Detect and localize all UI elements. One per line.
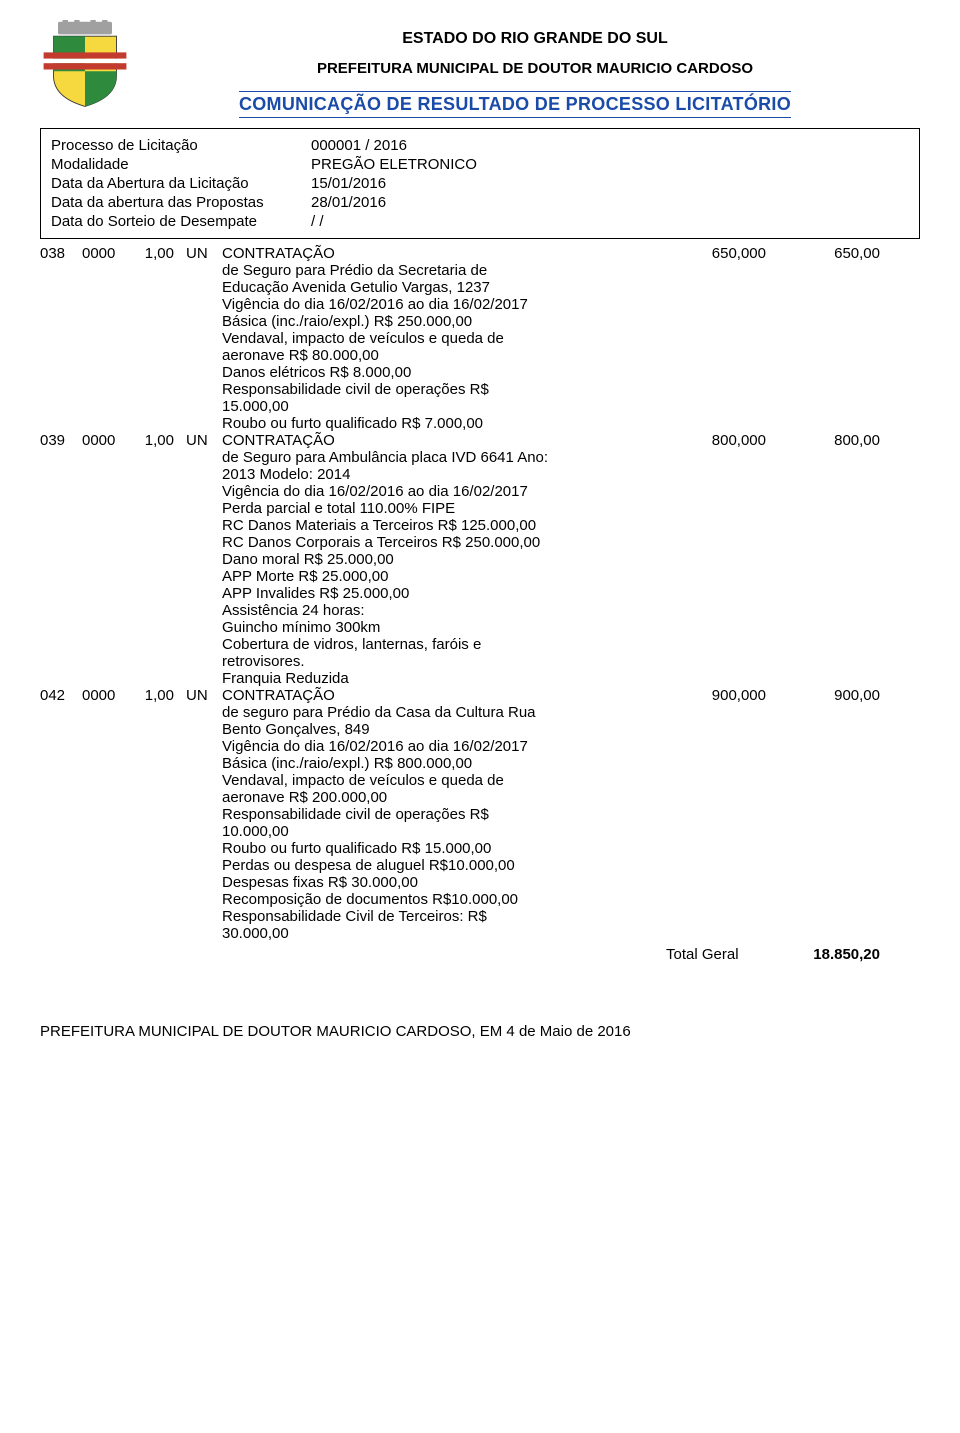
desc-line: 15.000,00 (222, 398, 652, 415)
col-un: UN (186, 687, 218, 704)
total-value: 18.850,20 (770, 946, 880, 963)
info-value: / / (311, 213, 909, 230)
desc-line: 30.000,00 (222, 925, 652, 942)
desc-line: RC Danos Corporais a Terceiros R$ 250.00… (222, 534, 652, 551)
desc-line: 2013 Modelo: 2014 (222, 466, 652, 483)
col-codigo: 0000 (82, 245, 128, 262)
header-titulo: COMUNICAÇÃO DE RESULTADO DE PROCESSO LIC… (239, 91, 791, 118)
col-total-price: 650,00 (770, 245, 880, 262)
desc-line: de Seguro para Ambulância placa IVD 6641… (222, 449, 652, 466)
info-value: PREGÃO ELETRONICO (311, 156, 909, 173)
table-row: 03900001,00UNCONTRATAÇÃOde Seguro para A… (40, 432, 920, 687)
footer-signature: PREFEITURA MUNICIPAL DE DOUTOR MAURICIO … (40, 1023, 920, 1040)
col-codigo: 0000 (82, 432, 128, 449)
desc-line: RC Danos Materiais a Terceiros R$ 125.00… (222, 517, 652, 534)
desc-line: Recomposição de documentos R$10.000,00 (222, 891, 652, 908)
desc-line: Responsabilidade civil de operações R$ (222, 381, 652, 398)
desc-line: Vendaval, impacto de veículos e queda de (222, 330, 652, 347)
item-title: CONTRATAÇÃO (222, 432, 652, 449)
col-unit-price: 900,000 (656, 687, 766, 704)
desc-line: Roubo ou furto qualificado R$ 7.000,00 (222, 415, 652, 432)
desc-line: Perda parcial e total 110.00% FIPE (222, 500, 652, 517)
table-row: 04200001,00UNCONTRATAÇÃOde seguro para P… (40, 687, 920, 942)
desc-line: Assistência 24 horas: (222, 602, 652, 619)
desc-line: Responsabilidade Civil de Terceiros: R$ (222, 908, 652, 925)
table-row: 03800001,00UNCONTRATAÇÃOde Seguro para P… (40, 245, 920, 432)
municipal-crest-icon (40, 20, 130, 110)
col-item: 039 (40, 432, 78, 449)
total-row: Total Geral 18.850,20 (40, 946, 920, 963)
desc-line: Responsabilidade civil de operações R$ (222, 806, 652, 823)
col-un: UN (186, 432, 218, 449)
items-table: 03800001,00UNCONTRATAÇÃOde Seguro para P… (40, 245, 920, 942)
header-estado: ESTADO DO RIO GRANDE DO SUL (150, 30, 920, 48)
col-description: CONTRATAÇÃOde seguro para Prédio da Casa… (222, 687, 652, 942)
desc-line: 10.000,00 (222, 823, 652, 840)
desc-line: de seguro para Prédio da Casa da Cultura… (222, 704, 652, 721)
desc-line: Despesas fixas R$ 30.000,00 (222, 874, 652, 891)
col-unit-price: 650,000 (656, 245, 766, 262)
item-title: CONTRATAÇÃO (222, 245, 652, 262)
info-label: Data da abertura das Propostas (51, 194, 311, 211)
desc-line: Bento Gonçalves, 849 (222, 721, 652, 738)
col-item: 042 (40, 687, 78, 704)
desc-line: Básica (inc./raio/expl.) R$ 800.000,00 (222, 755, 652, 772)
col-qty: 1,00 (132, 245, 182, 262)
total-label: Total Geral (656, 946, 766, 963)
desc-line: APP Invalides R$ 25.000,00 (222, 585, 652, 602)
col-unit-price: 800,000 (656, 432, 766, 449)
desc-line: de Seguro para Prédio da Secretaria de (222, 262, 652, 279)
info-label: Data da Abertura da Licitação (51, 175, 311, 192)
col-qty: 1,00 (132, 687, 182, 704)
col-total-price: 800,00 (770, 432, 880, 449)
info-label: Data do Sorteio de Desempate (51, 213, 311, 230)
desc-line: APP Morte R$ 25.000,00 (222, 568, 652, 585)
item-title: CONTRATAÇÃO (222, 687, 652, 704)
desc-line: Cobertura de vidros, lanternas, faróis e (222, 636, 652, 653)
desc-line: aeronave R$ 200.000,00 (222, 789, 652, 806)
col-codigo: 0000 (82, 687, 128, 704)
desc-line: retrovisores. (222, 653, 652, 670)
document-header: ESTADO DO RIO GRANDE DO SUL PREFEITURA M… (40, 20, 920, 118)
info-label: Modalidade (51, 156, 311, 173)
desc-line: Roubo ou furto qualificado R$ 15.000,00 (222, 840, 652, 857)
desc-line: Dano moral R$ 25.000,00 (222, 551, 652, 568)
info-label: Processo de Licitação (51, 137, 311, 154)
desc-line: Vigência do dia 16/02/2016 ao dia 16/02/… (222, 738, 652, 755)
info-value: 28/01/2016 (311, 194, 909, 211)
desc-line: Franquia Reduzida (222, 670, 652, 687)
col-total-price: 900,00 (770, 687, 880, 704)
header-prefeitura: PREFEITURA MUNICIPAL DE DOUTOR MAURICIO … (150, 60, 920, 77)
col-item: 038 (40, 245, 78, 262)
col-un: UN (186, 245, 218, 262)
desc-line: Básica (inc./raio/expl.) R$ 250.000,00 (222, 313, 652, 330)
desc-line: Vigência do dia 16/02/2016 ao dia 16/02/… (222, 296, 652, 313)
header-titles: ESTADO DO RIO GRANDE DO SUL PREFEITURA M… (150, 20, 920, 118)
col-qty: 1,00 (132, 432, 182, 449)
col-description: CONTRATAÇÃOde Seguro para Ambulância pla… (222, 432, 652, 687)
desc-line: Educação Avenida Getulio Vargas, 1237 (222, 279, 652, 296)
desc-line: Guincho mínimo 300km (222, 619, 652, 636)
desc-line: Perdas ou despesa de aluguel R$10.000,00 (222, 857, 652, 874)
desc-line: Vigência do dia 16/02/2016 ao dia 16/02/… (222, 483, 652, 500)
info-value: 15/01/2016 (311, 175, 909, 192)
desc-line: Danos elétricos R$ 8.000,00 (222, 364, 652, 381)
col-description: CONTRATAÇÃOde Seguro para Prédio da Secr… (222, 245, 652, 432)
process-info-box: Processo de Licitação000001 / 2016Modali… (40, 128, 920, 239)
desc-line: Vendaval, impacto de veículos e queda de (222, 772, 652, 789)
desc-line: aeronave R$ 80.000,00 (222, 347, 652, 364)
info-value: 000001 / 2016 (311, 137, 909, 154)
